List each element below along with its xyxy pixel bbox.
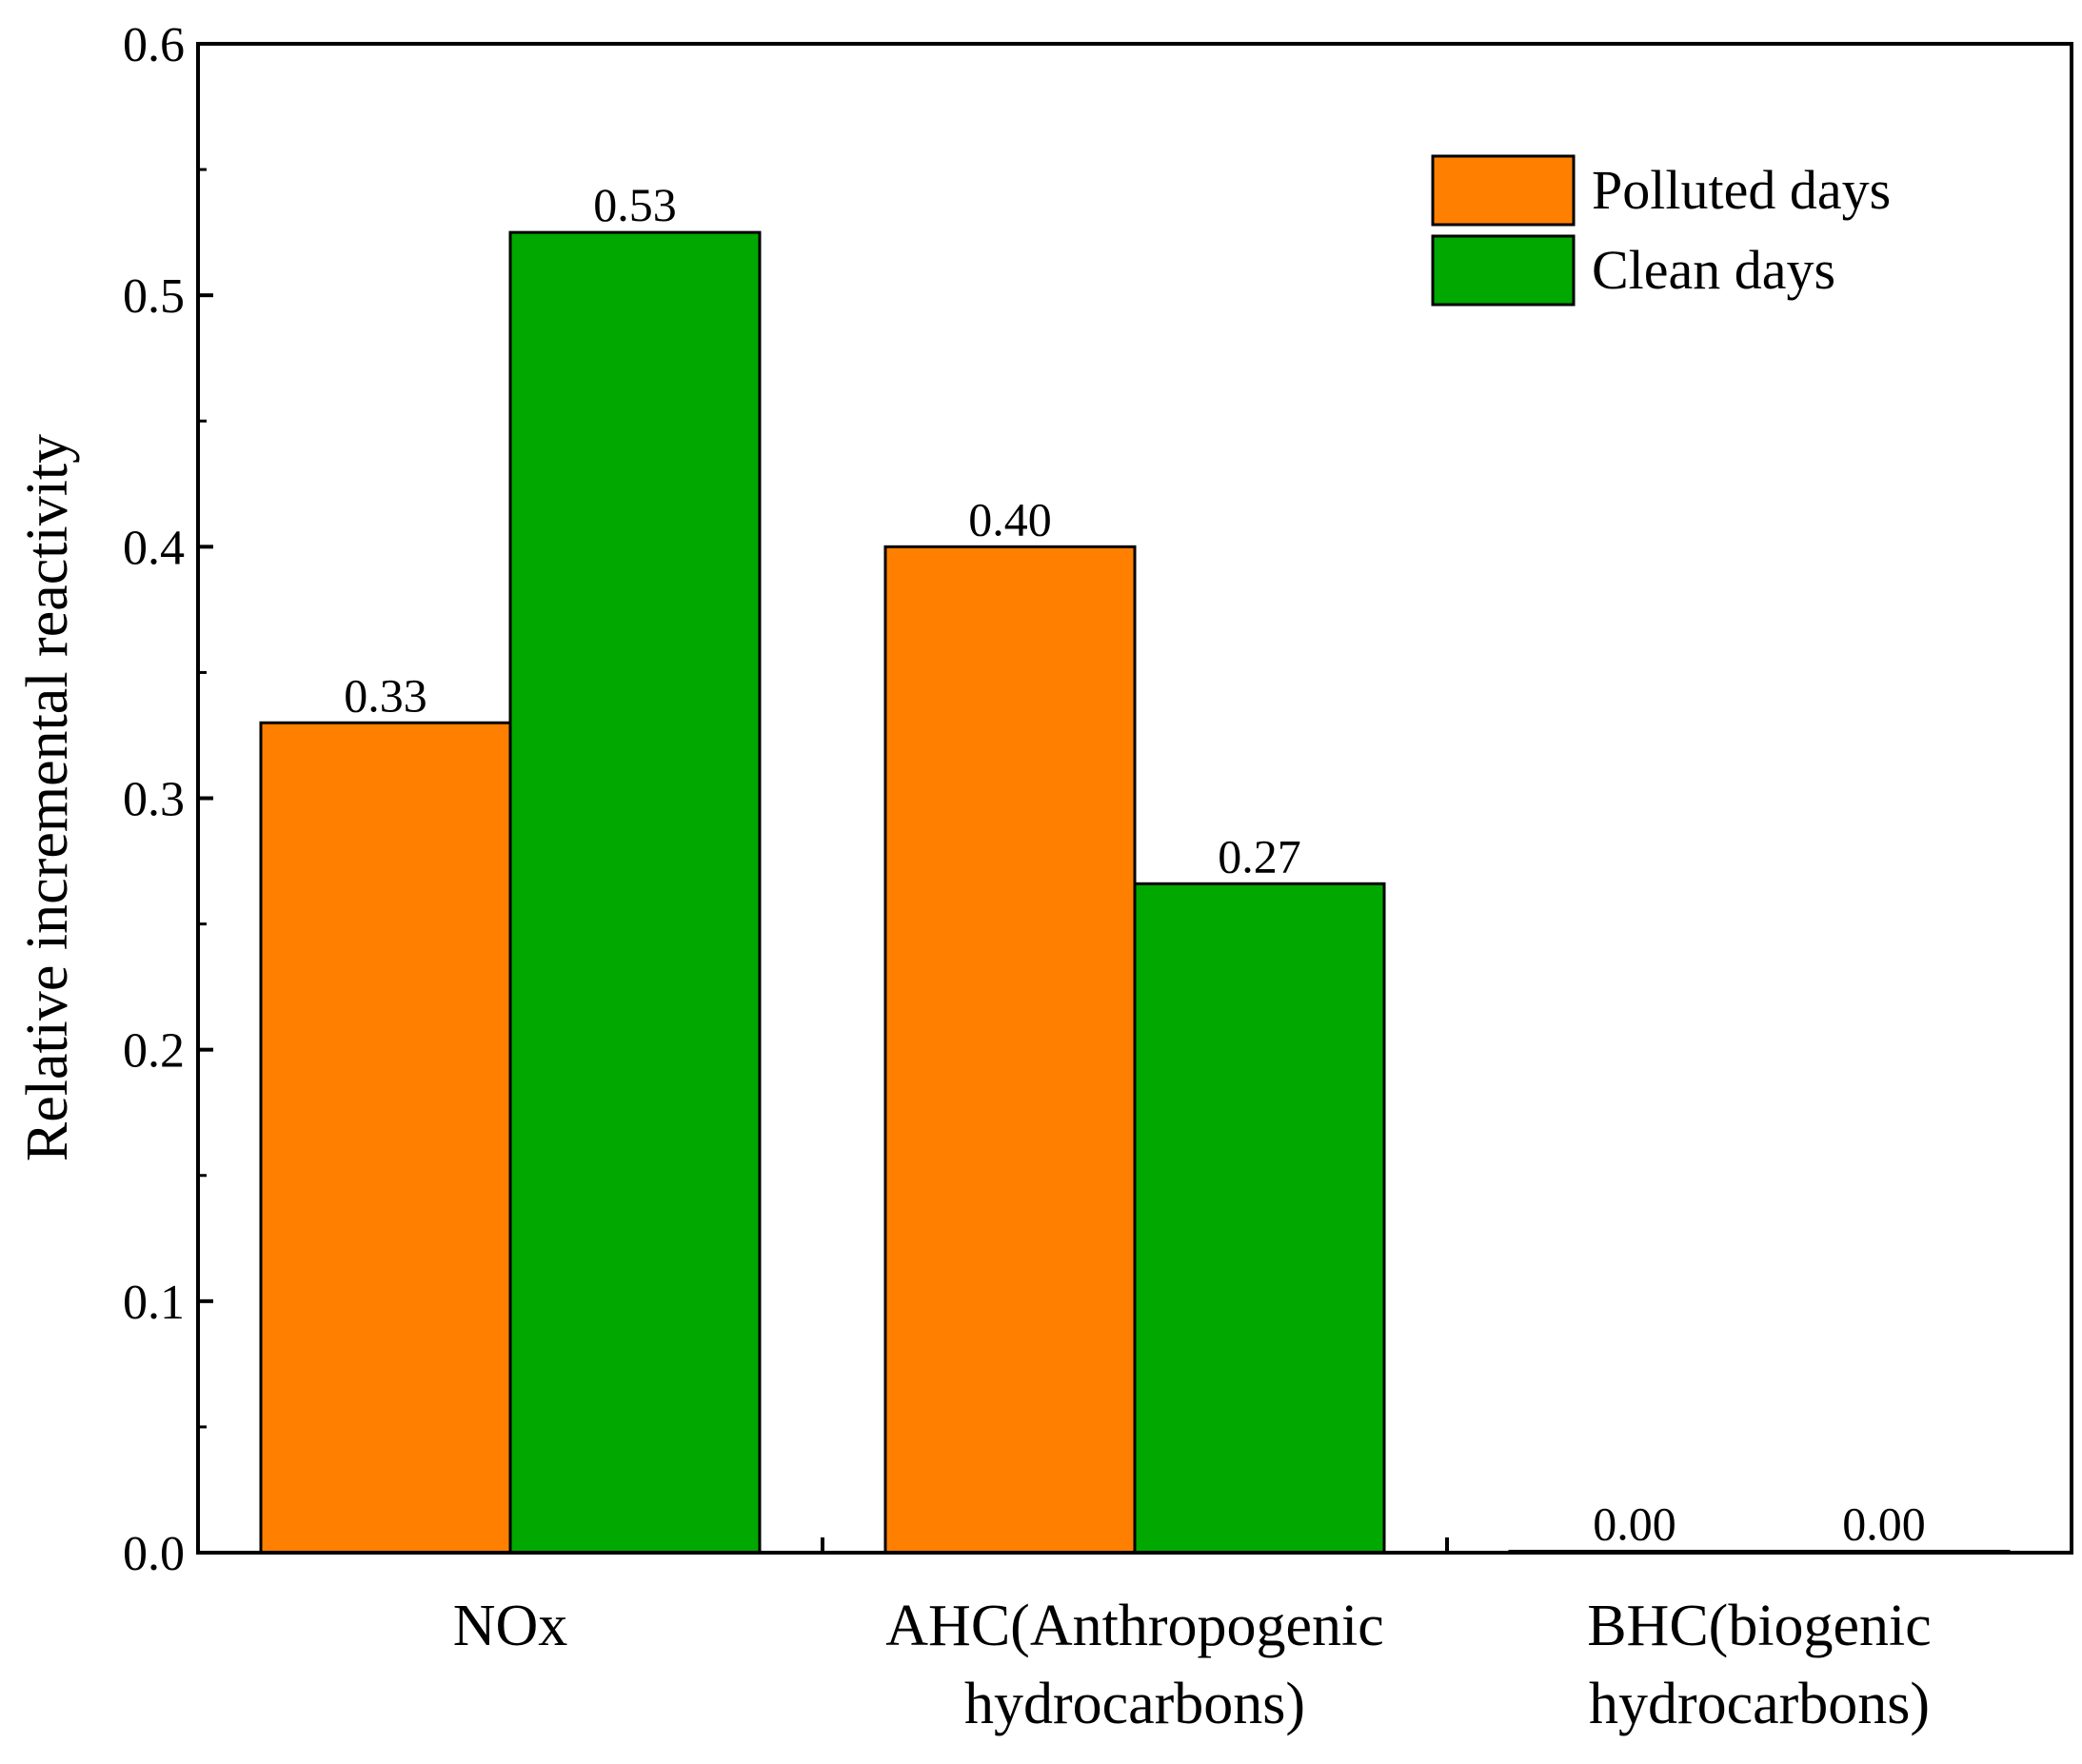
x-category-label: hydrocarbons): [1589, 1672, 1930, 1736]
y-tick-label: 0.6: [123, 18, 185, 72]
y-tick-label: 0.5: [123, 269, 185, 324]
y-tick-label: 0.1: [123, 1276, 185, 1330]
x-axis: NOx AHC(Anthropogenic hydrocarbons) BHC(bio…: [453, 1537, 1932, 1736]
bar-clean-days: [1133, 882, 1386, 1555]
y-tick-label: 0.4: [123, 521, 185, 575]
y-tick-label: 0.2: [123, 1024, 185, 1079]
y-axis: 0.0 0.1 0.2 0.3 0.4 0.5 0.6: [123, 18, 213, 1581]
bar-clean-days: [508, 230, 762, 1555]
legend-swatch: [1431, 154, 1576, 227]
bar-value-label: 0.00: [1842, 1497, 1926, 1551]
bar-value-label: 0.00: [1593, 1497, 1676, 1551]
y-tick-label: 0.0: [123, 1527, 185, 1581]
x-category-label: AHC(Anthropogenic: [885, 1594, 1383, 1658]
bar-polluted-days: [883, 545, 1137, 1555]
bar-value-label: 0.33: [344, 668, 427, 722]
legend-label: Clean days: [1592, 239, 1835, 301]
legend-label: Polluted days: [1592, 159, 1891, 221]
bar-value-label: 0.27: [1218, 829, 1301, 882]
legend-swatch: [1431, 234, 1576, 307]
y-axis-title: Relative incremental reactivity: [15, 434, 80, 1161]
bar-value-label: 0.53: [593, 178, 677, 231]
x-category-label: NOx: [453, 1594, 568, 1658]
bar-polluted-days: [259, 721, 512, 1555]
bar-value-label: 0.40: [968, 492, 1052, 545]
legend: Polluted days Clean days: [1431, 154, 1891, 307]
y-tick-label: 0.3: [123, 773, 185, 827]
plot-area: 0.33 0.40 0.00 0.53 0.27 0.00: [259, 178, 2011, 1555]
x-category-label: BHC(biogenic: [1587, 1594, 1932, 1658]
x-category-label: hydrocarbons): [964, 1672, 1305, 1736]
